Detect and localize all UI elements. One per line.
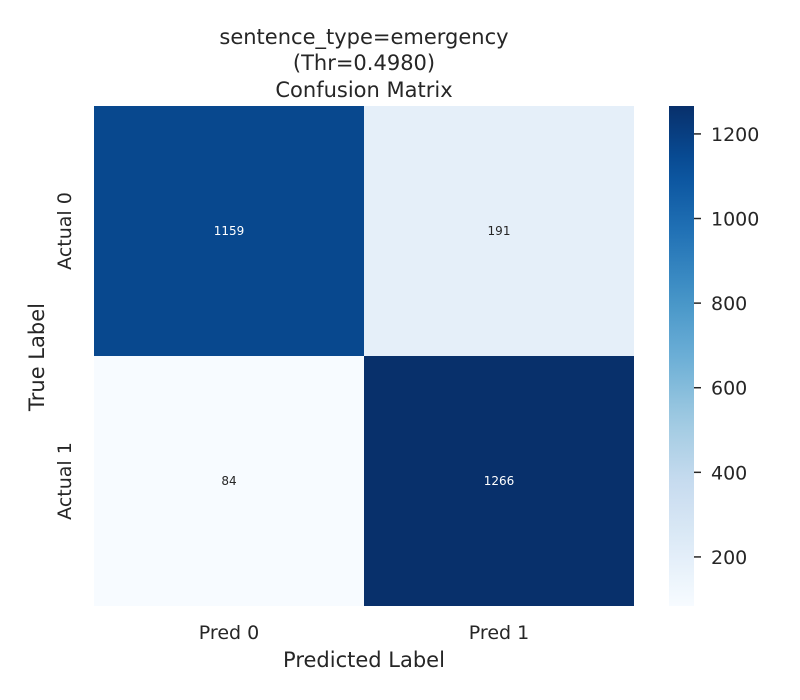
heatmap-cell-r1-c0	[94, 356, 364, 606]
colorbar-tick-label-2: 600	[711, 378, 747, 400]
x-tick-labels: Pred 0 Pred 1	[199, 622, 529, 644]
colorbar-tick-label-5: 1200	[711, 124, 759, 146]
colorbar-gradient	[669, 106, 694, 606]
y-tick-label-0: Actual 0	[54, 192, 76, 270]
colorbar-tick-label-4: 1000	[711, 209, 759, 231]
colorbar-tick-label-0: 200	[711, 547, 747, 569]
x-tick-label-1: Pred 1	[469, 622, 529, 644]
chart-title-line-2: (Thr=0.4980)	[293, 51, 435, 75]
chart-title: sentence_type=emergency (Thr=0.4980) Con…	[219, 25, 508, 102]
chart-title-line-1: sentence_type=emergency	[219, 25, 508, 50]
colorbar-tick-label-3: 800	[711, 293, 747, 315]
heatmap-grid: 1159 191 84 1266	[94, 106, 634, 606]
heatmap-cell-r1-c1	[364, 356, 634, 606]
colorbar-tick-label-1: 400	[711, 462, 747, 484]
colorbar: 200 400 600 800 1000 1200	[669, 106, 759, 606]
heatmap-cell-r0-c0	[94, 106, 364, 356]
cell-value-label-r1-c0: 84	[221, 474, 236, 488]
chart-title-line-3: Confusion Matrix	[275, 78, 452, 102]
y-tick-label-1: Actual 1	[54, 442, 76, 520]
x-axis-label: Predicted Label	[283, 648, 445, 672]
y-axis-label: True Label	[25, 303, 49, 412]
cell-value-label-r1-c1: 1266	[484, 474, 515, 488]
x-tick-label-0: Pred 0	[199, 622, 259, 644]
heatmap-cell-r0-c1	[364, 106, 634, 356]
cell-value-label-r0-c0: 1159	[214, 224, 245, 238]
y-tick-labels: Actual 0 Actual 1	[54, 192, 76, 520]
cell-value-label-r0-c1: 191	[488, 224, 511, 238]
